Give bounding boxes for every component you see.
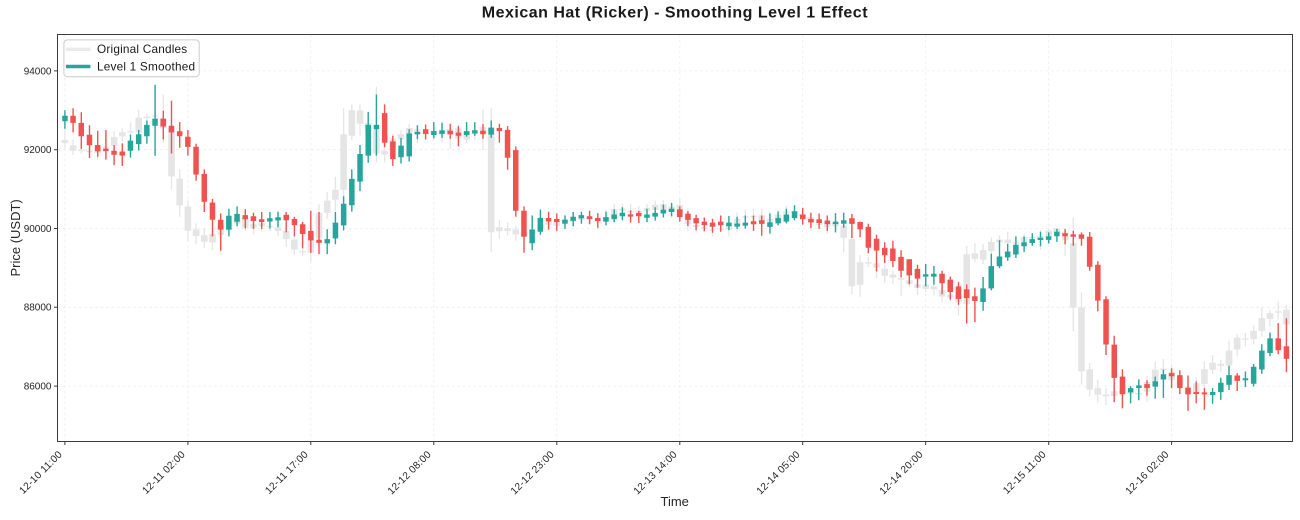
svg-text:92000: 92000 (24, 145, 52, 156)
svg-text:94000: 94000 (24, 66, 52, 77)
svg-text:86000: 86000 (24, 382, 52, 393)
svg-text:Time: Time (660, 494, 688, 509)
svg-text:90000: 90000 (24, 224, 52, 235)
svg-text:Level 1 Smoothed: Level 1 Smoothed (97, 59, 195, 73)
svg-text:Original Candles: Original Candles (97, 42, 187, 56)
svg-text:Mexican Hat (Ricker) - Smoothi: Mexican Hat (Ricker) - Smoothing Level 1… (482, 5, 868, 22)
svg-text:Price (USDT): Price (USDT) (8, 199, 23, 276)
svg-text:88000: 88000 (24, 303, 52, 314)
